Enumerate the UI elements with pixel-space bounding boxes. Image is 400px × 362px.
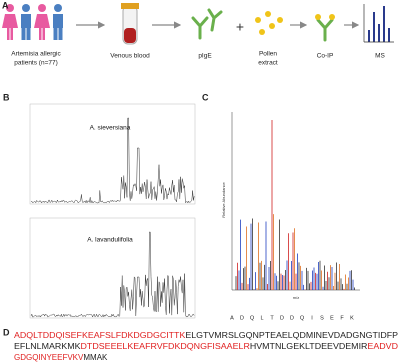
residue: I — [311, 315, 313, 321]
trace-title: A. sieversiana — [90, 125, 131, 132]
sequence-line: EFLNLMARKMK DTDSEEELKEAFRVFDKDQNGFISAAELR… — [14, 342, 398, 351]
step-label: Pollen — [259, 51, 277, 58]
chromatograms — [29, 103, 196, 319]
step-label: extract — [258, 60, 278, 67]
sequence-segment: MMAK — [83, 353, 108, 362]
step-label: MS — [375, 53, 385, 60]
panel-label: C — [202, 92, 209, 102]
residue: S — [320, 315, 324, 321]
sequence-line: ADQLTDDQISEFKEAFSLFDKDGDGCITTK ELGTVMRSLG… — [14, 331, 398, 340]
panel-label: A — [2, 0, 9, 10]
sequence-segment: DTDSEEELKEAFRVFDKDQNGFISAAELR — [81, 342, 251, 351]
sequence-line: GDGQINYEEFVKVMMAK — [14, 353, 108, 362]
residue: D — [240, 315, 244, 321]
residue: D — [290, 315, 294, 321]
residue: D — [280, 315, 284, 321]
trace-title: A. lavandulifolia — [87, 237, 133, 244]
axis-label: m/z — [293, 295, 299, 300]
sequence: ADQLTDDQISEFKEAFSLFDKDGDGCITTK ELGTVMRSLG… — [14, 331, 398, 362]
residue: A — [230, 315, 234, 321]
axis-label: Relative Abundance — [221, 181, 226, 217]
sequence-segment: HVMTNLGEKLTDEEVDEMIR — [250, 342, 368, 351]
sequence-segment: EFLNLMARKMK — [14, 342, 81, 351]
panel-label: D — [3, 327, 10, 337]
spectrum — [231, 112, 360, 291]
residue: T — [270, 315, 274, 321]
residue: E — [330, 315, 334, 321]
sequence-segment: EADVD — [367, 342, 398, 351]
residue: L — [260, 315, 263, 321]
residue: Q — [250, 315, 255, 321]
step-label: Venous blood — [110, 53, 150, 60]
step-label: pIgE — [198, 53, 212, 60]
step-label: Co-IP — [317, 53, 334, 60]
residue: K — [350, 315, 354, 321]
step-label: Artemisia allergic — [11, 51, 61, 58]
sequence-segment: ADQLTDDQISEFKEAFSLFDKDGDGCITTK — [14, 331, 186, 340]
residue: Q — [300, 315, 305, 321]
sequence-segment: GDGQINYEEFVKV — [14, 353, 84, 362]
residue: F — [340, 315, 344, 321]
workflow-steps: Artemisia allergic patients (n=77) Venous … — [11, 51, 385, 67]
panel-label: B — [3, 92, 10, 102]
sequence-segment: ELGTVMRSLGQNPTEAELQDMINEVDADGNGTIDFP — [185, 331, 398, 340]
svg-text:+: + — [236, 19, 244, 35]
step-label: patients (n=77) — [14, 60, 58, 67]
workflow-icons: + — [2, 3, 394, 45]
